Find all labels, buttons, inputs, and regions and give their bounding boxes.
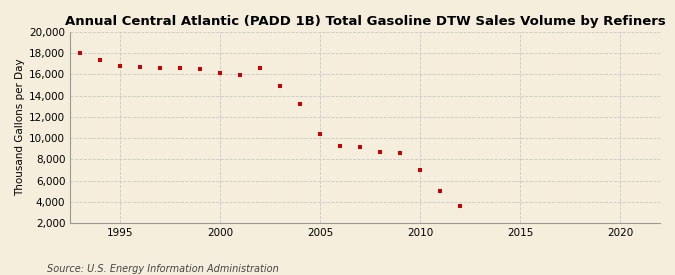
Text: Source: U.S. Energy Information Administration: Source: U.S. Energy Information Administ… <box>47 264 279 274</box>
Point <box>375 150 385 154</box>
Point <box>235 73 246 78</box>
Point <box>95 57 105 62</box>
Title: Annual Central Atlantic (PADD 1B) Total Gasoline DTW Sales Volume by Refiners: Annual Central Atlantic (PADD 1B) Total … <box>65 15 666 28</box>
Point <box>354 144 365 149</box>
Point <box>75 51 86 55</box>
Y-axis label: Thousand Gallons per Day: Thousand Gallons per Day <box>15 59 25 196</box>
Point <box>254 66 265 70</box>
Point <box>175 66 186 70</box>
Point <box>455 204 466 208</box>
Point <box>155 66 165 70</box>
Point <box>335 143 346 148</box>
Point <box>275 84 286 88</box>
Point <box>135 65 146 69</box>
Point <box>115 64 126 68</box>
Point <box>435 189 446 194</box>
Point <box>215 71 225 76</box>
Point <box>194 67 205 71</box>
Point <box>395 151 406 155</box>
Point <box>315 132 325 136</box>
Point <box>414 168 425 172</box>
Point <box>295 102 306 106</box>
